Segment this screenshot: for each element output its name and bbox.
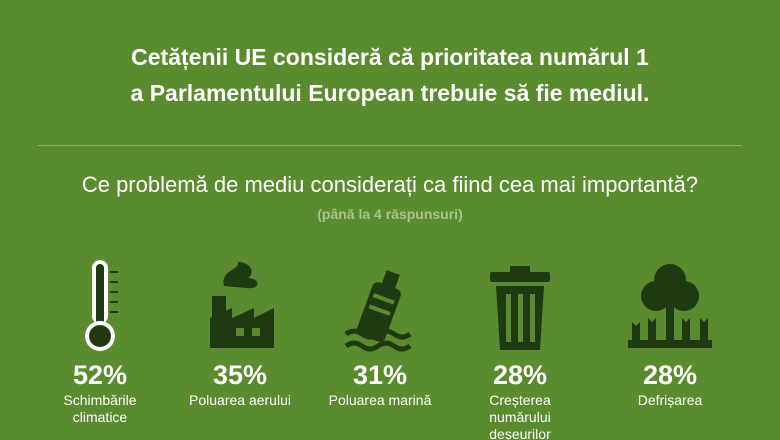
item: 31% Poluarea marină <box>310 256 450 409</box>
factory-icon <box>210 262 274 348</box>
divider <box>38 145 742 146</box>
percentage: 52% <box>72 360 128 390</box>
item: 52% Schimbările climatice <box>30 256 170 426</box>
label: Poluarea aerului <box>189 392 291 408</box>
item: 28% Creșterea numărului deșeurilor <box>450 256 590 440</box>
question: Ce problemă de mediu considerați ca fiin… <box>81 172 699 197</box>
label: Poluarea marină <box>328 392 432 408</box>
bin-icon <box>490 266 550 350</box>
title-line: Cetățenii UE consideră că prioritatea nu… <box>131 44 649 70</box>
percentage: 28% <box>642 360 698 390</box>
item: 28% Defrișarea <box>600 256 740 409</box>
title-line: a Parlamentului European trebuie să fie … <box>130 80 650 106</box>
label: Creșterea numărului deșeurilor <box>489 392 551 440</box>
percentage: 35% <box>212 360 268 390</box>
thermometer-icon <box>85 260 118 351</box>
bottle-icon <box>344 270 412 352</box>
percentage: 31% <box>352 360 408 390</box>
item: 35% Poluarea aerului <box>170 256 310 409</box>
question-note: (până la 4 răspunsuri) <box>317 206 463 222</box>
label: Defrișarea <box>637 392 703 408</box>
percentage: 28% <box>492 360 548 390</box>
forest-icon <box>628 264 712 348</box>
label: Schimbările climatice <box>63 392 137 425</box>
